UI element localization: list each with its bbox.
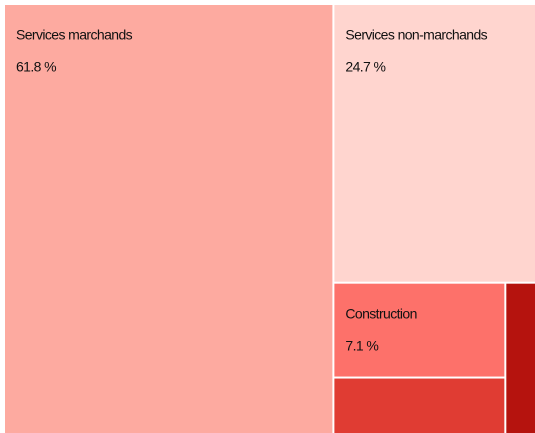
tile-value: 7.1 % xyxy=(345,337,378,353)
tile xyxy=(334,378,505,433)
tile-value: 61.8 % xyxy=(16,59,56,75)
tile-label: Construction xyxy=(345,305,416,321)
tile xyxy=(334,5,535,282)
tile xyxy=(5,5,333,433)
tile xyxy=(334,283,505,377)
tile-label: Services marchands xyxy=(16,27,133,43)
tile xyxy=(506,283,535,433)
tile-label: Services non-marchands xyxy=(345,27,487,43)
tile-value: 24.7 % xyxy=(345,59,385,75)
